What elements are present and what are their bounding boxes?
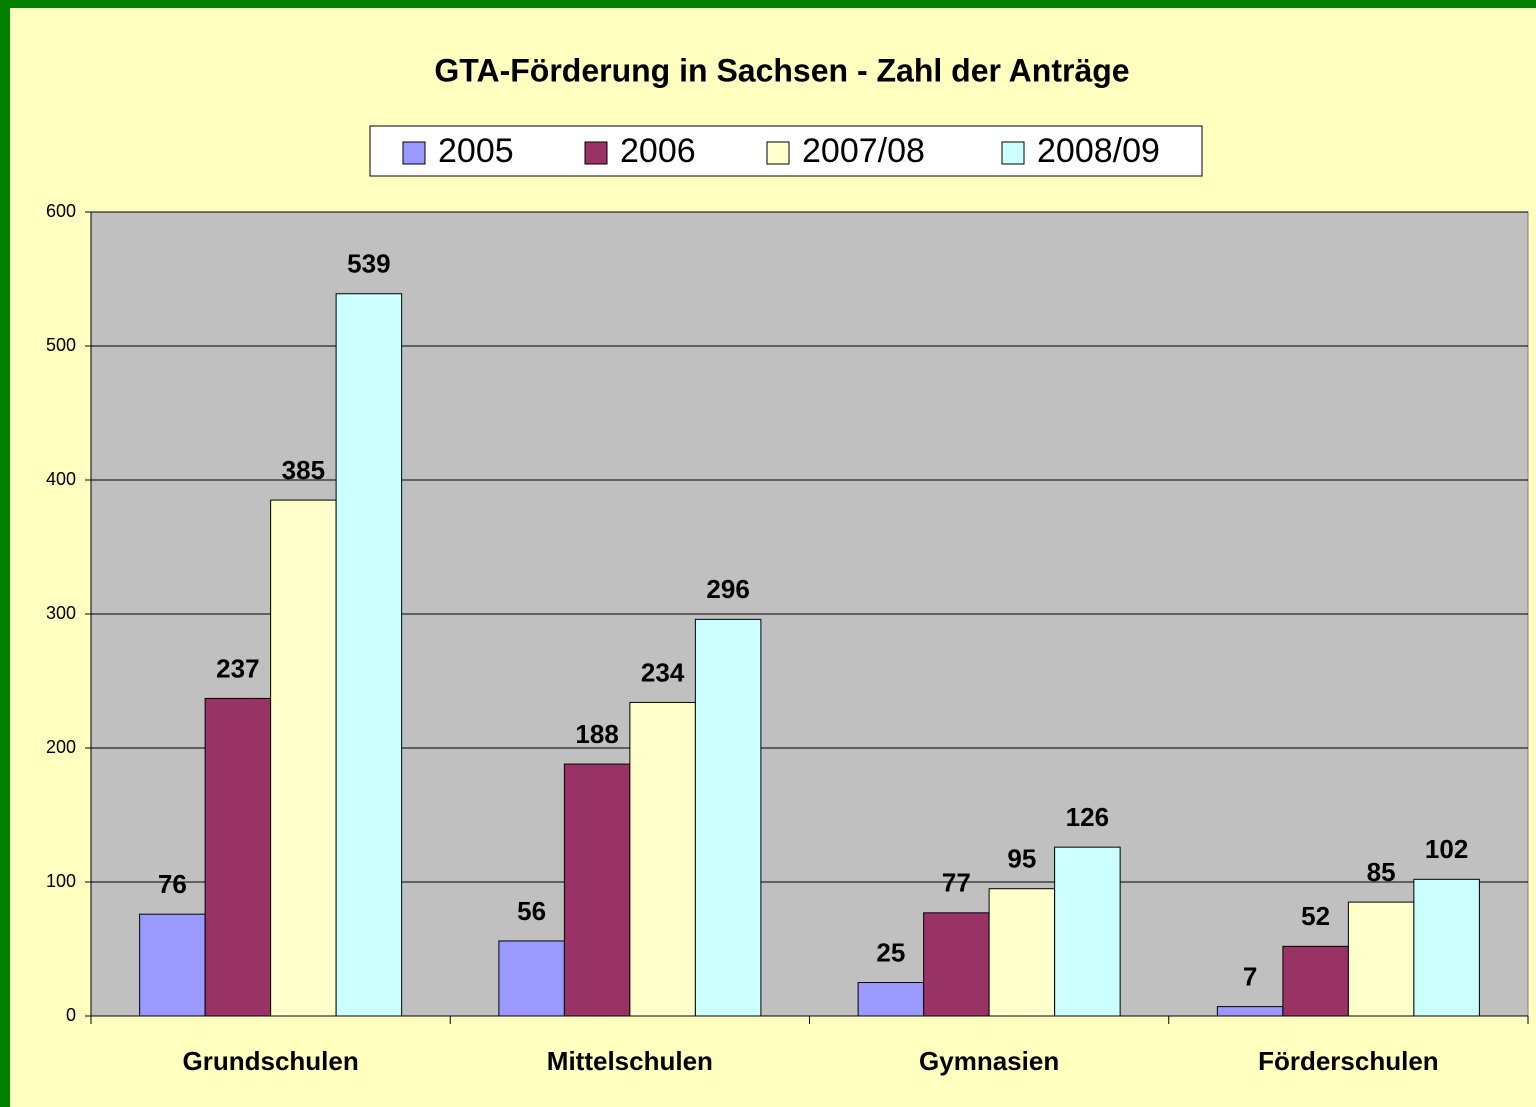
bar	[270, 499, 337, 1017]
bar	[335, 293, 403, 1017]
y-tick-label: 400	[46, 469, 76, 489]
data-label: 126	[1066, 802, 1109, 832]
data-label: 296	[706, 574, 749, 604]
data-label: 56	[517, 896, 546, 926]
data-label: 234	[641, 657, 685, 687]
bar	[563, 763, 631, 1017]
data-label: 237	[216, 653, 259, 683]
x-tick-label: Mittelschulen	[547, 1046, 713, 1076]
bar	[1347, 901, 1415, 1017]
data-label: 76	[158, 869, 187, 899]
y-tick-label: 600	[46, 201, 76, 221]
data-label: 7	[1243, 961, 1257, 991]
y-tick-label: 100	[46, 871, 76, 891]
data-label: 385	[282, 455, 325, 485]
y-tick-label: 0	[66, 1005, 76, 1025]
x-tick-label: Grundschulen	[183, 1046, 359, 1076]
data-label: 52	[1301, 901, 1330, 931]
y-tick-label: 300	[46, 603, 76, 623]
x-tick-label: Förderschulen	[1258, 1046, 1439, 1076]
bar	[498, 940, 565, 1017]
bar	[139, 913, 206, 1017]
chart-title: GTA-Förderung in Sachsen - Zahl der Antr…	[434, 52, 1129, 88]
data-label: 95	[1007, 844, 1036, 874]
bar	[204, 697, 272, 1017]
data-label: 77	[942, 868, 971, 898]
bar	[1216, 1006, 1284, 1017]
bar	[694, 618, 762, 1017]
data-label: 102	[1425, 834, 1468, 864]
x-tick-label: Gymnasien	[919, 1046, 1059, 1076]
bar	[923, 912, 990, 1017]
legend-label: 2007/08	[802, 132, 925, 170]
bar	[857, 982, 925, 1017]
data-label: 25	[876, 937, 905, 967]
legend-label: 2006	[620, 132, 696, 170]
bar	[629, 701, 696, 1017]
bar	[1054, 846, 1121, 1017]
y-tick-label: 200	[46, 737, 76, 757]
legend-label: 2005	[438, 132, 514, 170]
bar	[1413, 878, 1480, 1017]
legend-swatch	[766, 141, 790, 165]
y-tick-label: 500	[46, 335, 76, 355]
legend-swatch	[402, 141, 426, 165]
legend-swatch	[584, 141, 608, 165]
data-label: 85	[1367, 857, 1396, 887]
legend-swatch	[1001, 141, 1025, 165]
legend-label: 2008/09	[1037, 132, 1160, 170]
bar	[1282, 945, 1349, 1017]
data-label: 539	[347, 249, 390, 279]
bar	[988, 888, 1056, 1017]
data-label: 188	[575, 719, 618, 749]
